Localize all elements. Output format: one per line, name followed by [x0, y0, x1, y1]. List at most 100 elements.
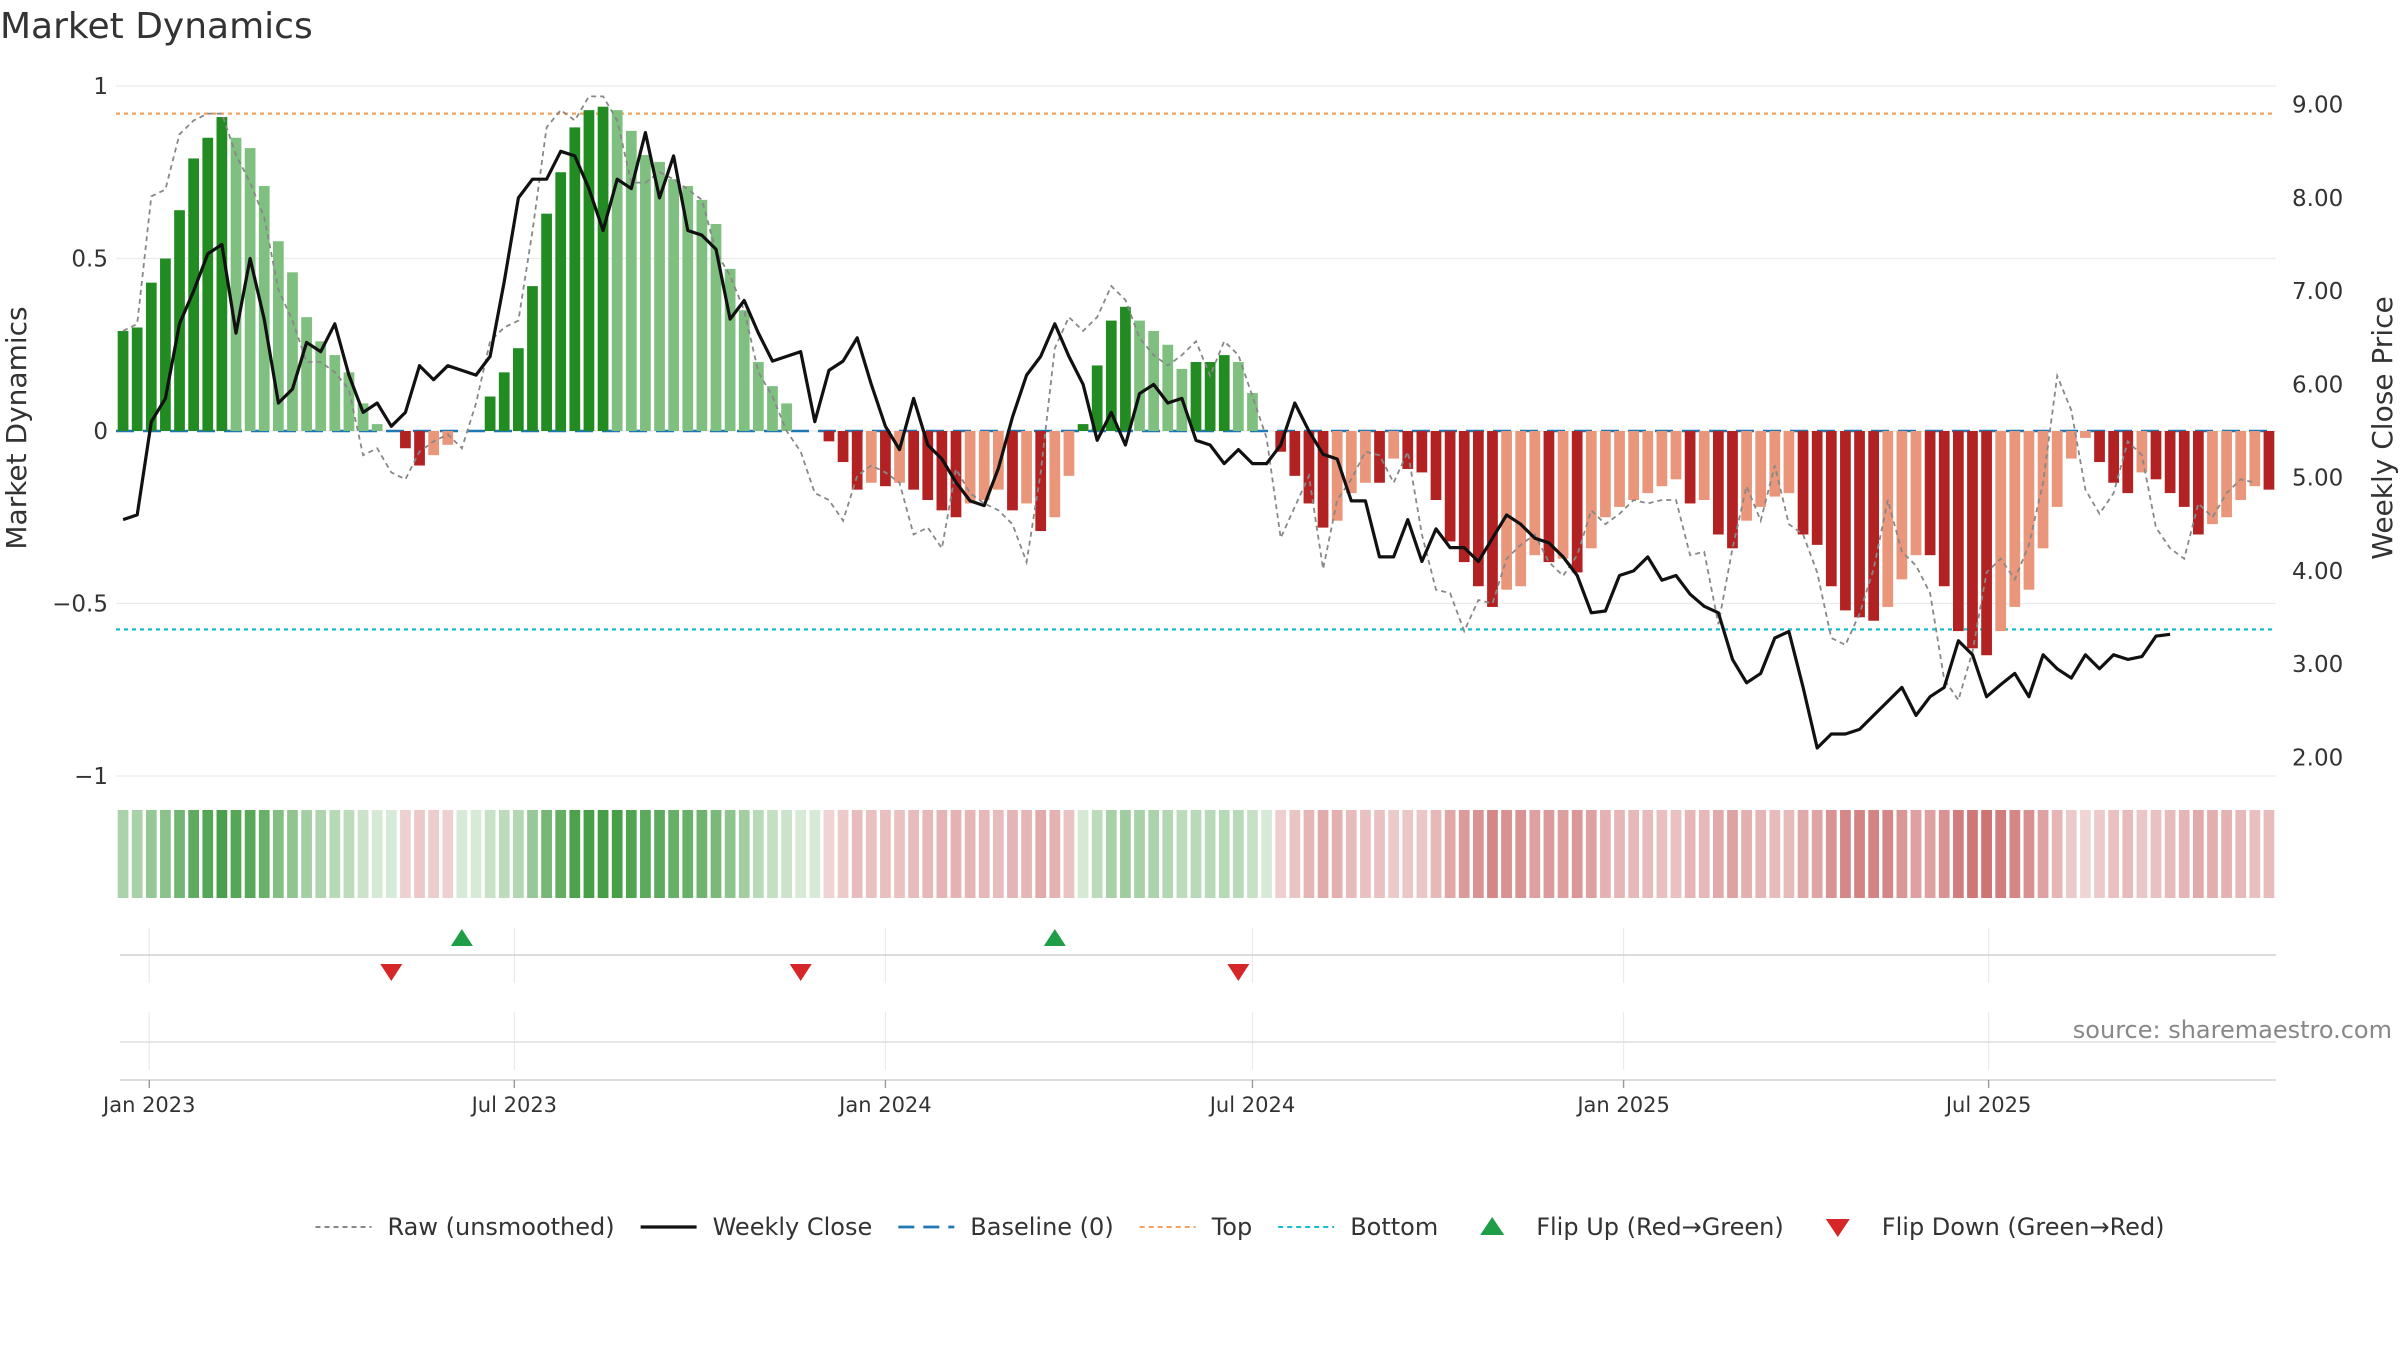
bar	[2178, 431, 2190, 507]
bar	[1967, 431, 1978, 649]
bar	[2150, 431, 2162, 480]
heat-cell	[1684, 810, 1696, 898]
bar	[1091, 365, 1103, 431]
bar	[1557, 431, 1569, 559]
heat-cell	[894, 810, 905, 898]
heat-cell	[1261, 810, 1272, 898]
heat-cell	[1472, 810, 1484, 898]
heat-cell	[1529, 810, 1541, 898]
bar	[767, 386, 778, 431]
flip-up-marker	[450, 929, 473, 946]
heat-cell	[2207, 810, 2218, 898]
bar	[894, 431, 905, 483]
bar	[1430, 431, 1442, 500]
heat-cell	[1938, 810, 1950, 898]
bar	[1190, 362, 1202, 431]
heat-cell	[1952, 810, 1964, 898]
heat-cell	[837, 810, 849, 898]
legend-label: Weekly Close	[713, 1213, 873, 1241]
date-tick-label: Jul 2025	[1944, 1093, 2031, 1117]
bar	[2263, 431, 2275, 490]
bar	[357, 403, 369, 431]
bar	[2094, 431, 2105, 463]
heat-cell	[1712, 810, 1724, 898]
heat-cell	[1854, 810, 1865, 898]
bar	[329, 355, 341, 431]
heat-cell	[1176, 810, 1188, 898]
heat-cell	[230, 810, 242, 898]
heat-cell	[1063, 810, 1075, 898]
heat-cell	[964, 810, 976, 898]
bar	[837, 431, 849, 463]
heat-cell	[1120, 810, 1131, 898]
heat-cell	[1797, 810, 1809, 898]
heat-cell	[287, 810, 298, 898]
heat-cell	[174, 810, 185, 898]
heat-cell	[2065, 810, 2077, 898]
heat-cell	[654, 810, 665, 898]
heat-cell	[1021, 810, 1032, 898]
bar	[1741, 431, 1752, 521]
bar	[625, 130, 637, 431]
bar	[964, 431, 976, 504]
right-axis: 9.00 8.00 7.00 6.00 5.00 4.00 3.00 2.00	[2292, 93, 2343, 772]
bar	[1712, 431, 1724, 535]
heat-cell	[936, 810, 948, 898]
bar	[527, 286, 538, 431]
heat-cell	[1416, 810, 1428, 898]
bar	[287, 272, 298, 431]
source-note: source: sharemaestro.com	[2073, 1016, 2392, 1044]
heat-cell	[1910, 810, 1922, 898]
heat-cell	[978, 810, 990, 898]
bar	[611, 110, 623, 432]
heat-cell	[131, 810, 143, 898]
date-tick-label: Jan 2023	[101, 1093, 196, 1117]
bar	[1501, 431, 1512, 590]
heat-cell	[597, 810, 609, 898]
heat-cell	[1091, 810, 1103, 898]
heat-cell	[2080, 810, 2091, 898]
heat-cell	[2221, 810, 2232, 898]
heat-cell	[710, 810, 722, 898]
left-tick-label: −0.5	[52, 592, 108, 618]
bar	[343, 372, 355, 431]
heat-cell	[1105, 810, 1117, 898]
heat-cell	[1148, 810, 1160, 898]
left-axis: 1 0.5 0 −0.5 −1	[52, 74, 108, 790]
bar	[1600, 431, 1611, 518]
heat-cell	[1755, 810, 1767, 898]
bar	[1515, 431, 1527, 587]
heat-cell	[1388, 810, 1400, 898]
bar	[1938, 431, 1950, 587]
heat-cell	[1557, 810, 1569, 898]
bar	[1825, 431, 1837, 587]
bar	[1981, 431, 1992, 656]
right-tick-label: 5.00	[2292, 466, 2343, 492]
left-axis-title: Market Dynamics	[0, 306, 33, 549]
bar	[752, 362, 764, 431]
heat-cell	[456, 810, 468, 898]
heat-cell	[527, 810, 538, 898]
close-series	[122, 131, 2171, 750]
heat-cell	[145, 810, 157, 898]
bar	[640, 155, 651, 431]
bar	[272, 241, 284, 431]
bar	[1656, 431, 1668, 487]
bar	[2207, 431, 2218, 525]
bar	[1049, 431, 1061, 518]
bar	[2080, 431, 2091, 438]
heat-cell	[1600, 810, 1611, 898]
bar	[2065, 431, 2077, 459]
bar	[1021, 431, 1032, 504]
heat-cell	[1247, 810, 1258, 898]
date-axis: Jan 2023 Jul 2023 Jan 2024 Jul 2024 Jan 2025…	[101, 1080, 2031, 1117]
heat-cell	[541, 810, 552, 898]
bar	[555, 172, 567, 431]
heat-cell	[2009, 810, 2021, 898]
heat-cell	[2037, 810, 2049, 898]
left-tick-label: 1	[93, 74, 108, 100]
bar	[978, 431, 990, 500]
raw-line	[122, 95, 2256, 703]
heat-cell	[2249, 810, 2261, 898]
